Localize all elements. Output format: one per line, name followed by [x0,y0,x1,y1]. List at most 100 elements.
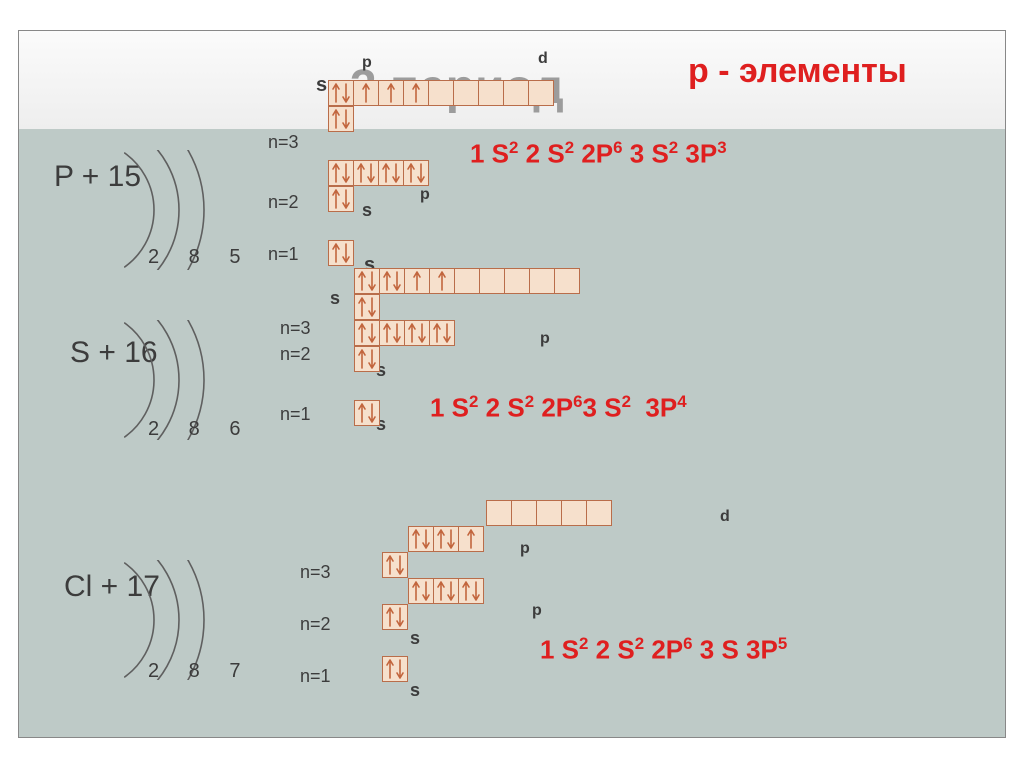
arrow-down-icon [342,189,350,209]
orbital-cell [554,268,580,294]
n-level-label: n=1 [268,244,299,265]
orbital-label: s [330,288,340,309]
orbital-boxes [328,80,554,106]
orbital-cell [433,526,459,552]
orbital-cell [453,80,479,106]
arrow-up-icon [358,297,366,317]
orbital-cell [478,80,504,106]
orbital-cell [458,578,484,604]
arrow-up-icon [383,323,391,343]
arrow-up-icon [362,83,370,103]
orbital-cell [328,186,354,212]
orbital-cell [503,80,529,106]
electron-configuration: 1 S2 2 S2 2P6 3 S 3P5 [540,634,787,666]
arrow-up-icon [386,659,394,679]
arrow-down-icon [417,163,425,183]
arrow-up-icon [386,555,394,575]
orbital-cell [379,268,405,294]
orbital-cell [378,160,404,186]
arrow-up-icon [383,271,391,291]
arrow-up-icon [413,271,421,291]
orbital-cell [479,268,505,294]
orbital-boxes [382,656,408,682]
arrow-down-icon [342,243,350,263]
orbital-cell [408,578,434,604]
orbital-cell [528,80,554,106]
orbital-cell [408,526,434,552]
orbital-cell [353,80,379,106]
arrow-up-icon [332,83,340,103]
arrow-up-icon [412,529,420,549]
orbital-boxes [408,526,484,552]
orbital-boxes [354,268,580,294]
orbital-cell [403,80,429,106]
orbital-boxes [354,400,380,426]
arrow-up-icon [467,529,475,549]
arrow-up-icon [332,109,340,129]
electron-configuration: 1 S2 2 S2 2P6 3 S2 3P3 [470,138,727,170]
arrow-down-icon [393,271,401,291]
arrow-down-icon [368,323,376,343]
shell-counts: 2 8 6 [148,418,252,441]
orbital-label: p [520,540,530,558]
arrow-up-icon [412,83,420,103]
orbital-boxes [354,320,455,346]
orbital-boxes [382,604,408,630]
orbital-cell [328,80,354,106]
arrow-up-icon [332,189,340,209]
arrow-down-icon [422,581,430,601]
arrow-down-icon [443,323,451,343]
orbital-cell [354,400,380,426]
orbital-label: s [410,628,420,649]
n-level-label: n=2 [280,344,311,365]
arrow-up-icon [386,607,394,627]
orbital-boxes [328,106,354,132]
arrow-down-icon [368,297,376,317]
orbital-label: p [420,186,430,204]
orbital-cell [429,268,455,294]
arrow-up-icon [433,323,441,343]
arrow-up-icon [332,243,340,263]
arrow-down-icon [342,83,350,103]
orbital-boxes [328,160,429,186]
orbital-cell [328,106,354,132]
arrow-up-icon [358,271,366,291]
orbital-cell [428,80,454,106]
arrow-down-icon [368,349,376,369]
orbital-cell [529,268,555,294]
arrow-down-icon [396,659,404,679]
arrow-up-icon [412,581,420,601]
arrow-down-icon [472,581,480,601]
orbital-label: p [540,330,550,348]
arrow-down-icon [393,323,401,343]
arrow-up-icon [437,529,445,549]
arrow-down-icon [422,529,430,549]
n-level-label: n=1 [300,666,331,687]
arrow-down-icon [342,163,350,183]
orbital-cell [328,160,354,186]
arrow-up-icon [358,349,366,369]
arrow-down-icon [447,529,455,549]
arrow-up-icon [407,163,415,183]
orbital-boxes [354,346,380,372]
n-level-label: n=1 [280,404,311,425]
orbital-cell [404,268,430,294]
heading-p-elements: p - элементы [688,52,907,91]
orbital-cell [382,552,408,578]
orbital-label: s [362,200,372,221]
orbital-cell [404,320,430,346]
arrow-down-icon [396,555,404,575]
arrow-up-icon [387,83,395,103]
orbital-cell [354,268,380,294]
orbital-label: s [410,680,420,701]
orbital-cell [379,320,405,346]
arrow-down-icon [396,607,404,627]
orbital-cell [433,578,459,604]
orbital-boxes [486,500,612,526]
n-level-label: n=3 [300,562,331,583]
arrow-down-icon [418,323,426,343]
orbital-cell [382,656,408,682]
orbital-cell [354,346,380,372]
orbital-label: d [720,508,730,526]
orbital-boxes [328,186,354,212]
